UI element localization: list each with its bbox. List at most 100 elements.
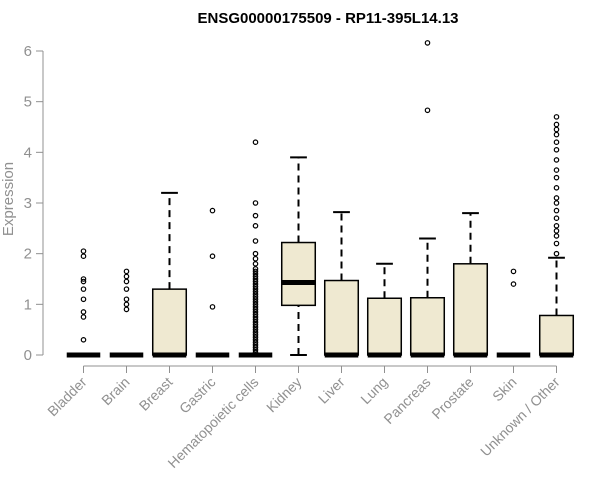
outlier-point	[252, 349, 259, 356]
outlier-point	[553, 215, 560, 222]
outlier-point	[252, 314, 259, 320]
box-body	[366, 297, 403, 356]
y-tick-label: 1	[24, 296, 32, 313]
outlier-point	[553, 114, 560, 120]
box-body	[323, 279, 360, 356]
outlier-point	[252, 329, 259, 336]
y-tick-label: 4	[24, 144, 32, 161]
y-tick-label: 3	[24, 195, 32, 212]
outlier-point	[80, 296, 87, 303]
outlier-point	[252, 319, 259, 325]
outlier-point	[510, 268, 517, 275]
y-tick-label: 5	[24, 94, 32, 111]
y-axis-label: Expression	[0, 162, 17, 236]
boxes	[66, 40, 575, 358]
outlier-point	[252, 286, 259, 292]
outlier-point	[424, 40, 431, 46]
outlier-point	[252, 326, 259, 333]
outlier-point	[80, 248, 87, 254]
outlier-point	[252, 296, 259, 303]
outlier-point	[553, 200, 560, 206]
x-tick-label: Prostate	[428, 374, 476, 422]
outlier-point	[252, 260, 259, 267]
box-lung	[366, 262, 403, 358]
outlier-point	[553, 195, 560, 201]
outlier-point	[252, 238, 259, 244]
outlier-point	[80, 314, 87, 320]
outlier-point	[80, 336, 87, 343]
outlier-point	[553, 207, 560, 214]
outlier-point	[252, 139, 259, 146]
outlier-point	[553, 228, 560, 234]
outlier-point	[252, 336, 259, 343]
outlier-point	[252, 331, 259, 338]
outlier-point	[252, 200, 259, 206]
outlier-point	[252, 293, 259, 300]
x-tick-label: Liver	[315, 374, 348, 407]
outlier-point	[252, 304, 259, 310]
outlier-point	[553, 233, 560, 239]
box-hematopoietic-cells	[238, 139, 273, 358]
outlier-point	[123, 278, 130, 285]
outlier-point	[553, 174, 560, 181]
box-body	[151, 288, 188, 356]
box-kidney	[280, 156, 317, 356]
outlier-point	[252, 288, 259, 295]
outlier-point	[123, 273, 130, 280]
box-body	[452, 263, 489, 356]
outlier-point	[553, 121, 560, 128]
outlier-point	[553, 131, 560, 138]
outlier-point	[123, 286, 130, 292]
x-tick-label: Kidney	[263, 374, 305, 416]
outlier-point	[252, 334, 259, 341]
box-pancreas	[409, 40, 446, 358]
outlier-point	[252, 212, 259, 219]
outlier-point	[252, 278, 259, 285]
outlier-point	[252, 311, 259, 318]
box-body	[409, 296, 446, 356]
outlier-point	[252, 281, 259, 287]
outlier-point	[123, 296, 130, 303]
outlier-point	[252, 324, 259, 330]
outlier-point	[252, 309, 259, 315]
x-tick-label: Brain	[98, 374, 132, 408]
x-tick-label: Bladder	[44, 374, 90, 420]
x-tick-label: Unknown / Other	[477, 374, 563, 460]
outlier-point	[80, 276, 87, 282]
outlier-point	[252, 276, 259, 282]
y-tick-label: 6	[24, 43, 32, 60]
outlier-point	[252, 273, 259, 280]
box-bladder	[66, 248, 101, 358]
outlier-point	[252, 316, 259, 323]
box-skin	[496, 268, 531, 358]
outlier-point	[123, 268, 130, 275]
box-unknown-other	[538, 114, 575, 358]
x-tick-label: Gastric	[176, 374, 219, 417]
outlier-point	[424, 107, 431, 114]
outlier-point	[553, 139, 560, 146]
outlier-point	[252, 268, 259, 275]
outlier-point	[252, 344, 259, 351]
outlier-point	[252, 223, 259, 229]
outlier-point	[553, 250, 560, 257]
outlier-point	[553, 157, 560, 163]
outlier-point	[252, 298, 259, 305]
y-tick-label: 0	[24, 347, 32, 364]
outlier-point	[209, 207, 216, 214]
box-body	[538, 314, 575, 356]
outlier-point	[252, 266, 259, 272]
outlier-point	[209, 304, 216, 310]
y-tick-label: 2	[24, 246, 32, 263]
outlier-point	[252, 291, 259, 298]
outlier-point	[553, 185, 560, 191]
outlier-point	[553, 223, 560, 229]
outlier-point	[252, 271, 259, 277]
outlier-point	[123, 306, 130, 313]
box-breast	[151, 191, 188, 358]
x-tick-label: Pancreas	[380, 374, 433, 427]
outlier-point	[252, 306, 259, 313]
outlier-point	[510, 281, 517, 287]
outlier-point	[252, 255, 259, 262]
